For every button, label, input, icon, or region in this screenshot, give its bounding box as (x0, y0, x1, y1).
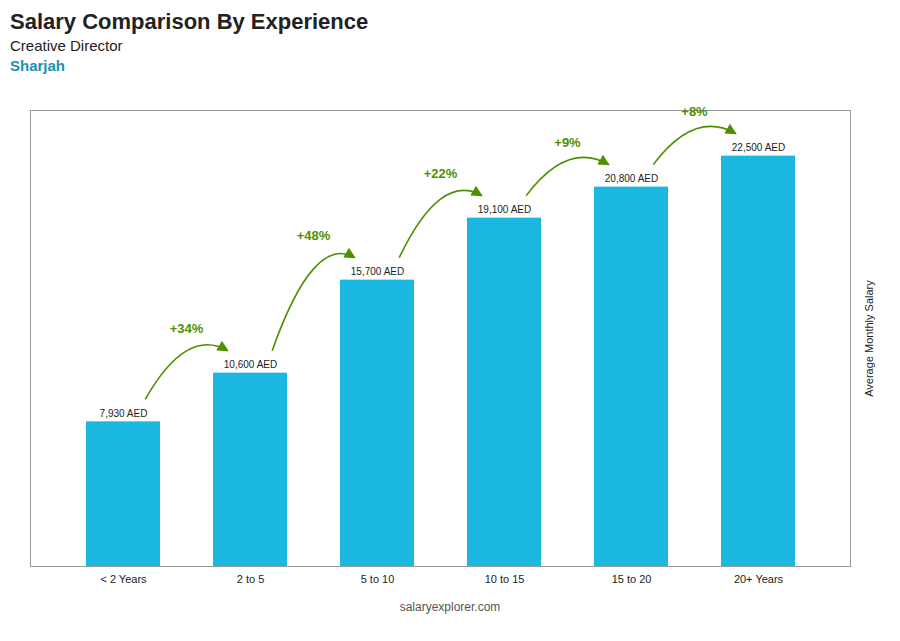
svg-text:+48%: +48% (297, 228, 331, 243)
svg-text:Average Monthly Salary: Average Monthly Salary (863, 280, 875, 397)
svg-text:15,700 AED: 15,700 AED (351, 266, 404, 277)
svg-text:< 2 Years: < 2 Years (100, 573, 147, 585)
svg-text:10 to 15: 10 to 15 (485, 573, 525, 585)
svg-text:20,800 AED: 20,800 AED (605, 173, 658, 184)
html-text:Salary Comparison By Experienc: Salary Comparison By Experience (10, 9, 369, 34)
svg-text:22,500 AED: 22,500 AED (732, 142, 785, 153)
svg-text:2 to 5: 2 to 5 (237, 573, 265, 585)
svg-text:10,600 AED: 10,600 AED (224, 359, 277, 370)
html-text:salaryexplorer.com: salaryexplorer.com (399, 600, 501, 614)
svg-text:5 to 10: 5 to 10 (361, 573, 395, 585)
svg-text:+9%: +9% (554, 135, 581, 150)
html-text:Creative Director: Creative Director (10, 37, 123, 54)
svg-text:7,930 AED: 7,930 AED (100, 408, 148, 419)
svg-text:20+ Years: 20+ Years (734, 573, 784, 585)
html-text:Sharjah: Sharjah (10, 57, 65, 74)
svg-text:15 to 20: 15 to 20 (612, 573, 652, 585)
svg-text:19,100 AED: 19,100 AED (478, 204, 531, 215)
svg-text:+8%: +8% (681, 104, 708, 119)
svg-text:+34%: +34% (170, 321, 204, 336)
svg-text:+22%: +22% (424, 166, 458, 181)
